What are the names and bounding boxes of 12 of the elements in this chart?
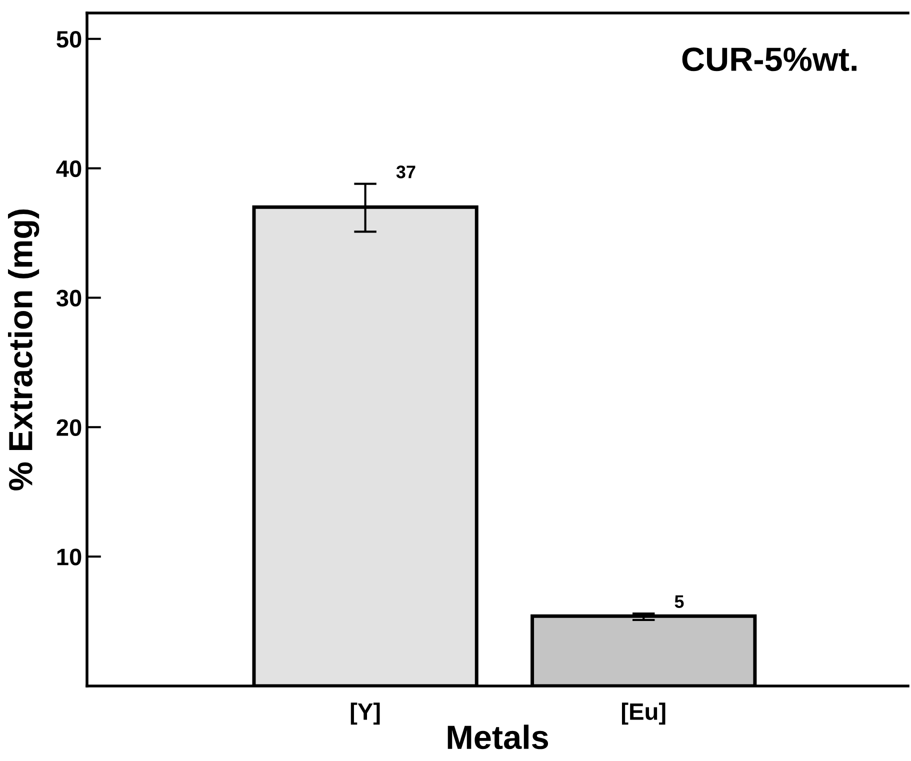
y-tick-label: 10	[57, 548, 82, 566]
x-tick-label: [Eu]	[622, 702, 666, 725]
x-tick-label: [Y]	[350, 702, 380, 725]
y-tick-label: 50	[56, 30, 82, 48]
data-label: 5	[674, 595, 684, 608]
data-label: 37	[396, 166, 416, 178]
y-tick-label: 30	[56, 290, 82, 307]
x-axis-title: Metals	[448, 724, 548, 750]
annotation: CUR-5%wt.	[682, 48, 856, 72]
y-axis-title: % Extraction (mg)	[8, 209, 40, 490]
y-tick-label: 20	[56, 419, 82, 436]
y-tick-label: 40	[56, 160, 82, 178]
